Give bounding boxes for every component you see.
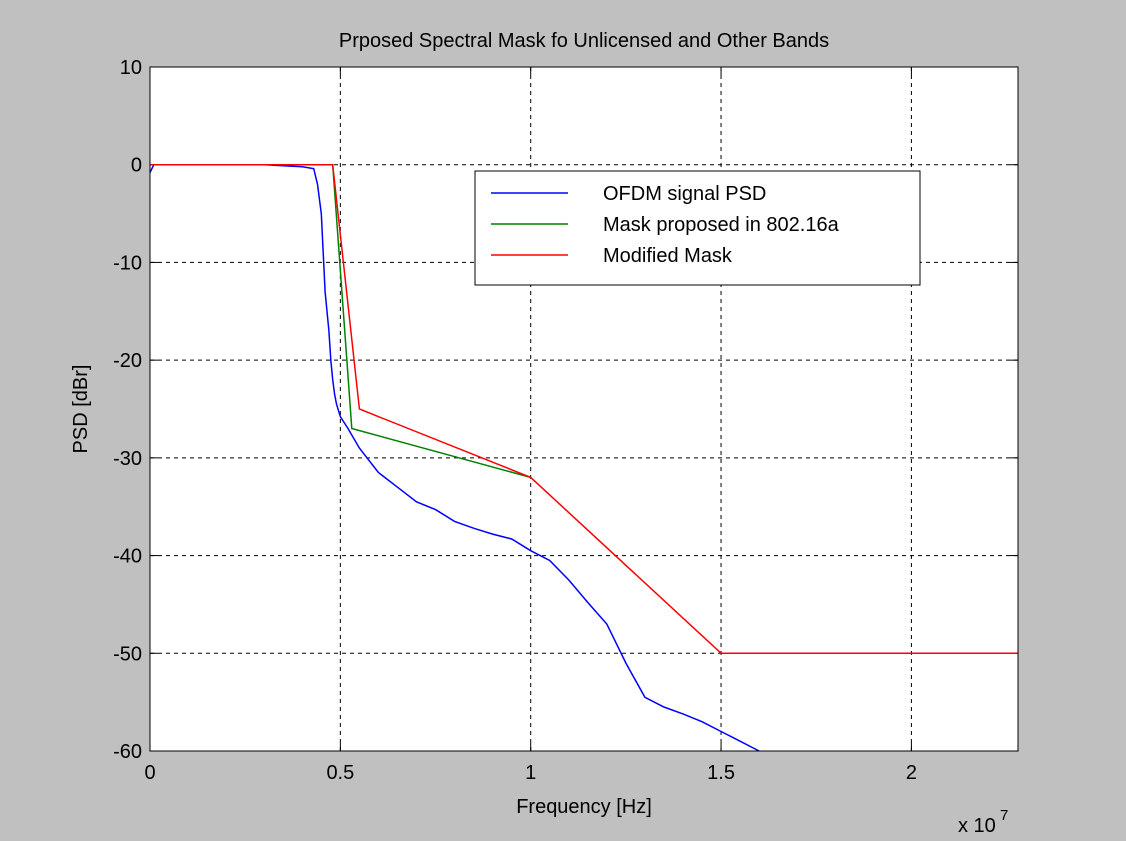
y-tick-label: -10: [113, 252, 142, 274]
y-tick-labels: 10 0 -10 -20 -30 -40 -50 -60: [113, 57, 142, 763]
x-axis-label: Frequency [Hz]: [516, 796, 652, 818]
x-multiplier-exponent: 7: [1000, 807, 1008, 824]
x-tick-label: 0: [144, 762, 155, 784]
x-tick-label: 2: [906, 762, 917, 784]
x-tick-labels: 0 0.5 1 1.5 2: [144, 762, 917, 784]
legend-label: Mask proposed in 802.16a: [603, 214, 840, 236]
series-line-modified-mask: [150, 163, 1018, 655]
legend-box: [474, 170, 921, 286]
ticks: [149, 66, 1018, 752]
series-line-ofdm-signal-psd: [149, 163, 760, 752]
x-tick-label: 0.5: [326, 762, 354, 784]
plot-area: [150, 67, 1018, 751]
y-tick-label: -60: [113, 741, 142, 763]
y-tick-label: -30: [113, 448, 142, 470]
y-axis-label: PSD [dBr]: [70, 365, 92, 454]
y-tick-label: -50: [113, 643, 142, 665]
y-tick-label: 10: [120, 57, 142, 79]
axes-frame: [149, 66, 1019, 752]
x-tick-label: 1.5: [707, 762, 735, 784]
chart-title: Prposed Spectral Mask fo Unlicensed and …: [339, 30, 829, 52]
legend-label: OFDM signal PSD: [603, 183, 766, 205]
y-tick-label: -20: [113, 350, 142, 372]
x-tick-label: 1: [525, 762, 536, 784]
x-multiplier-label: x 10: [958, 815, 996, 837]
legend-label: Modified Mask: [603, 245, 733, 267]
series-layer: [149, 163, 1018, 752]
y-tick-label: 0: [131, 155, 142, 177]
legend: OFDM signal PSD Mask proposed in 802.16a M…: [474, 170, 921, 286]
y-tick-label: -40: [113, 546, 142, 568]
